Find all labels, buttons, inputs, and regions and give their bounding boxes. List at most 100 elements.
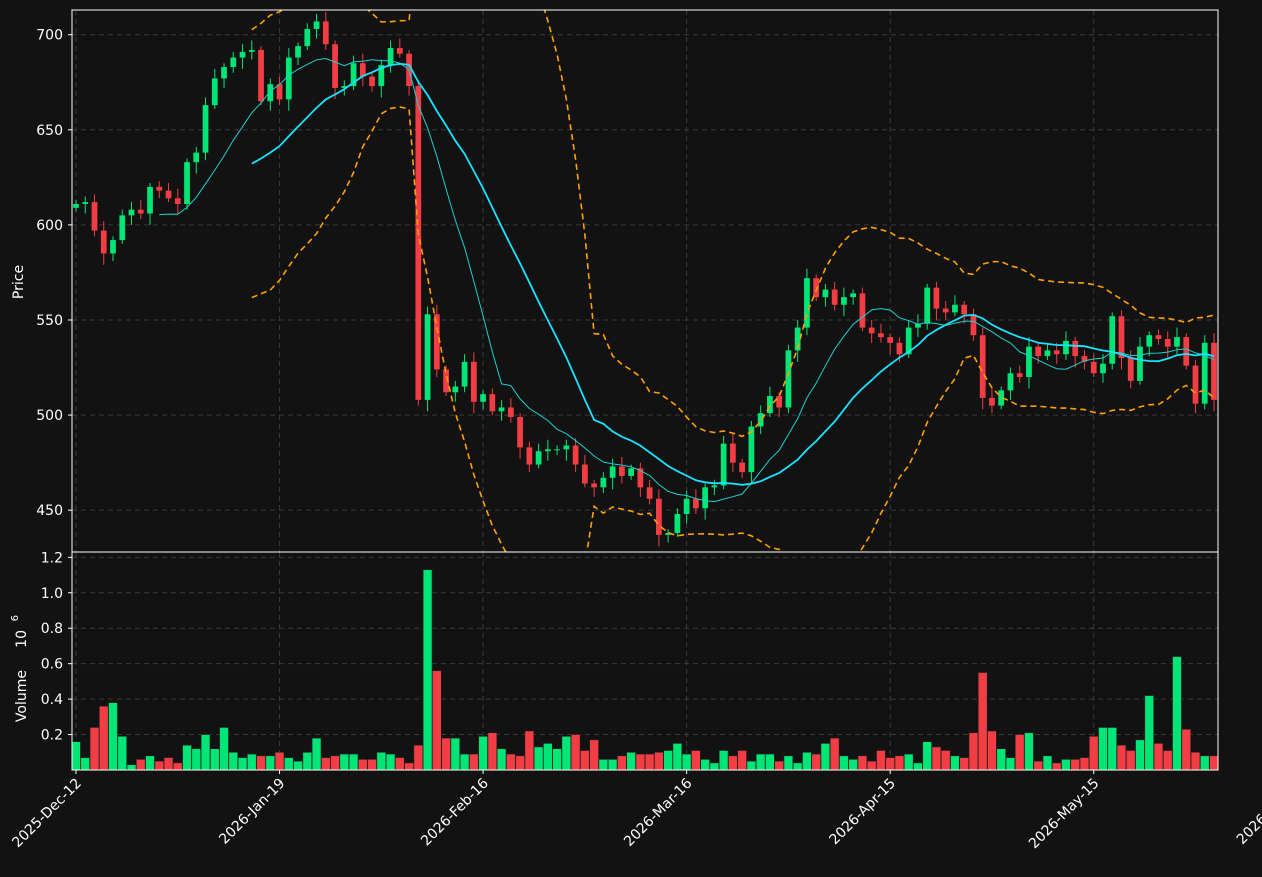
- volume-bar: [746, 760, 757, 770]
- volume-bar: [422, 569, 433, 770]
- candle-body: [128, 209, 135, 216]
- candle-body: [674, 513, 681, 533]
- volume-bar: [903, 753, 914, 770]
- volume-bar: [1070, 759, 1080, 770]
- candle-body: [933, 287, 940, 309]
- volume-bar: [607, 759, 618, 770]
- candle-body: [73, 203, 79, 208]
- candle-body: [1127, 358, 1134, 381]
- volume-bar: [811, 753, 821, 770]
- candle-body: [221, 67, 227, 79]
- candle-body: [424, 314, 431, 400]
- volume-bar: [1042, 755, 1053, 770]
- volume-bar: [728, 755, 738, 770]
- volume-bar: [367, 759, 377, 770]
- candle-body: [480, 394, 486, 402]
- volume-bar: [1172, 656, 1182, 770]
- candle-body: [979, 335, 986, 398]
- volume-bar: [496, 748, 507, 770]
- volume-bar: [959, 757, 969, 770]
- candle-body: [350, 63, 357, 87]
- candle-body: [1146, 335, 1153, 347]
- candle-body: [1090, 361, 1097, 374]
- candle-body: [230, 57, 237, 68]
- candle-body: [184, 162, 190, 204]
- volume-panel: [72, 569, 1218, 770]
- volume-axis-exponent-base: 10: [14, 630, 30, 648]
- candle-body: [110, 240, 116, 254]
- volume-bar: [321, 757, 331, 770]
- volume-bar: [1125, 750, 1136, 770]
- volume-bar: [237, 757, 248, 770]
- volume-bar: [1098, 727, 1108, 770]
- volume-bar: [441, 737, 451, 770]
- volume-bar: [478, 736, 488, 770]
- candle-body: [739, 462, 746, 473]
- volume-bar: [302, 751, 313, 770]
- volume-bar: [358, 759, 368, 770]
- volume-bar: [913, 762, 923, 770]
- candle-body: [656, 498, 662, 535]
- volume-bar: [1051, 762, 1062, 770]
- candle-body: [239, 51, 246, 58]
- candle-body: [1053, 350, 1060, 355]
- volume-bar: [469, 753, 479, 770]
- candle-body: [1192, 365, 1199, 404]
- volume-bar: [182, 744, 192, 770]
- volume-bar: [987, 730, 997, 770]
- price-y-ticks: 450 500 550 600 650 700: [36, 28, 72, 519]
- price-tick-label: 700: [36, 28, 63, 44]
- candle-body: [341, 86, 348, 88]
- volume-tick-label: 0.8: [41, 621, 63, 637]
- candle-body: [1137, 346, 1143, 381]
- volume-y-ticks: 0.2 0.4 0.6 0.8 1.0 1.2: [41, 550, 72, 744]
- candle-body: [452, 386, 459, 393]
- candle-body: [378, 65, 385, 87]
- volume-bar: [228, 751, 239, 770]
- candle-body: [628, 468, 634, 476]
- volume-bar: [515, 755, 525, 770]
- volume-bar: [145, 755, 155, 770]
- volume-bar: [173, 762, 183, 770]
- candle-body: [794, 327, 801, 351]
- candle-body: [989, 397, 995, 406]
- volume-axis-title: Volume: [14, 670, 30, 722]
- price-tick-label: 600: [36, 218, 63, 234]
- candle-body: [285, 57, 292, 100]
- volume-tick-label: 1.2: [41, 550, 63, 566]
- volume-bar: [570, 734, 581, 770]
- volume-bar: [765, 753, 775, 770]
- volume-bar: [663, 750, 673, 770]
- candle-body: [119, 215, 126, 241]
- volume-bar: [543, 743, 553, 770]
- volume-bar: [894, 755, 905, 770]
- candle-body: [665, 532, 671, 535]
- volume-bar: [80, 757, 90, 770]
- upper-band-line: [251, 10, 1215, 438]
- candle-body: [804, 278, 810, 328]
- volume-bar: [977, 672, 988, 770]
- volume-bar: [1135, 739, 1145, 770]
- candle-body: [1201, 342, 1208, 404]
- candle-body: [193, 152, 200, 163]
- candle-body: [1081, 356, 1088, 362]
- volume-bar: [274, 751, 285, 770]
- volume-bar: [737, 750, 747, 770]
- candle-body: [952, 304, 958, 313]
- volume-bar: [996, 748, 1006, 770]
- candle-body: [1007, 373, 1014, 391]
- volume-bar: [885, 757, 895, 770]
- candle-body: [313, 21, 320, 30]
- volume-bar: [1088, 736, 1099, 770]
- candle-body: [498, 407, 505, 412]
- volume-bar: [293, 760, 303, 770]
- volume-bar: [1209, 755, 1218, 770]
- candle-body: [202, 105, 209, 153]
- volume-bar: [1190, 751, 1201, 770]
- volume-bar: [506, 753, 516, 770]
- candle-body: [822, 289, 829, 298]
- volume-bar: [117, 736, 128, 770]
- candle-body: [359, 63, 366, 77]
- volume-bar: [950, 755, 960, 770]
